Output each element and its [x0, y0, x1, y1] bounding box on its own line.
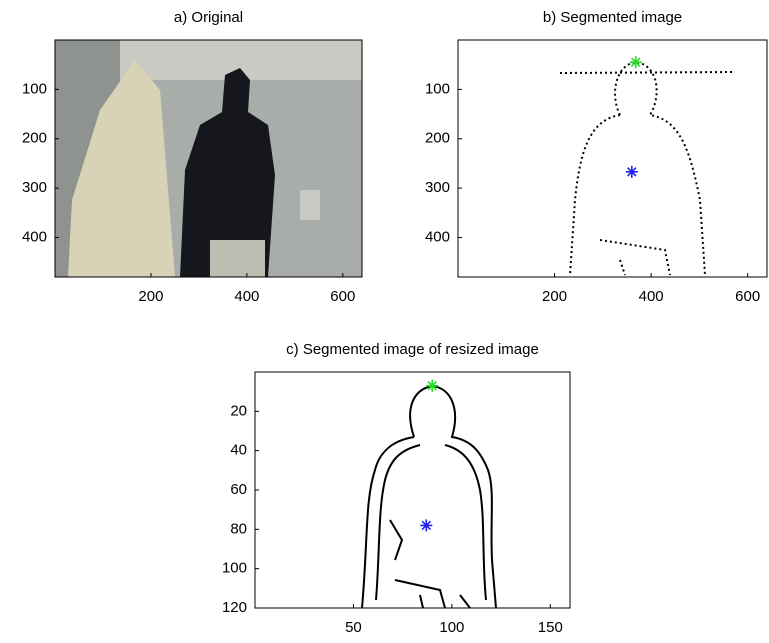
- y-tick-label: 80: [230, 520, 247, 537]
- y-tick-label: 60: [230, 481, 247, 498]
- x-tick-label: 200: [542, 288, 567, 305]
- x-tick-label: 400: [639, 288, 664, 305]
- y-tick-label: 200: [425, 130, 450, 147]
- y-tick-label: 100: [222, 560, 247, 577]
- axes-frame: [255, 372, 570, 608]
- star-marker: [630, 56, 642, 68]
- y-tick-label: 300: [22, 179, 47, 196]
- segment-outline: [362, 386, 496, 608]
- x-tick-label: 100: [439, 619, 464, 636]
- y-tick-label: 400: [425, 228, 450, 245]
- y-tick-label: 40: [230, 442, 247, 459]
- x-tick-label: 150: [538, 619, 563, 636]
- y-tick-label: 120: [222, 599, 247, 616]
- subplot-title: c) Segmented image of resized image: [286, 341, 539, 358]
- y-tick-label: 300: [425, 179, 450, 196]
- x-tick-label: 400: [234, 288, 259, 305]
- y-tick-label: 100: [425, 80, 450, 97]
- x-tick-label: 50: [345, 619, 362, 636]
- segment-outline: [560, 62, 735, 275]
- star-marker: [420, 519, 432, 531]
- star-marker: [426, 380, 438, 392]
- y-tick-label: 200: [22, 130, 47, 147]
- subplot-title: b) Segmented image: [543, 9, 682, 26]
- x-tick-label: 600: [735, 288, 760, 305]
- x-tick-label: 200: [138, 288, 163, 305]
- photo: [55, 40, 362, 277]
- y-tick-label: 20: [230, 402, 247, 419]
- x-tick-label: 600: [330, 288, 355, 305]
- subplot-title: a) Original: [174, 9, 243, 26]
- axes-frame: [458, 40, 767, 277]
- star-marker: [626, 166, 638, 178]
- figure: a) Original 200 400 600 100 200 300 400 b) Segme…: [0, 0, 769, 638]
- y-tick-label: 400: [22, 228, 47, 245]
- y-tick-label: 100: [22, 80, 47, 97]
